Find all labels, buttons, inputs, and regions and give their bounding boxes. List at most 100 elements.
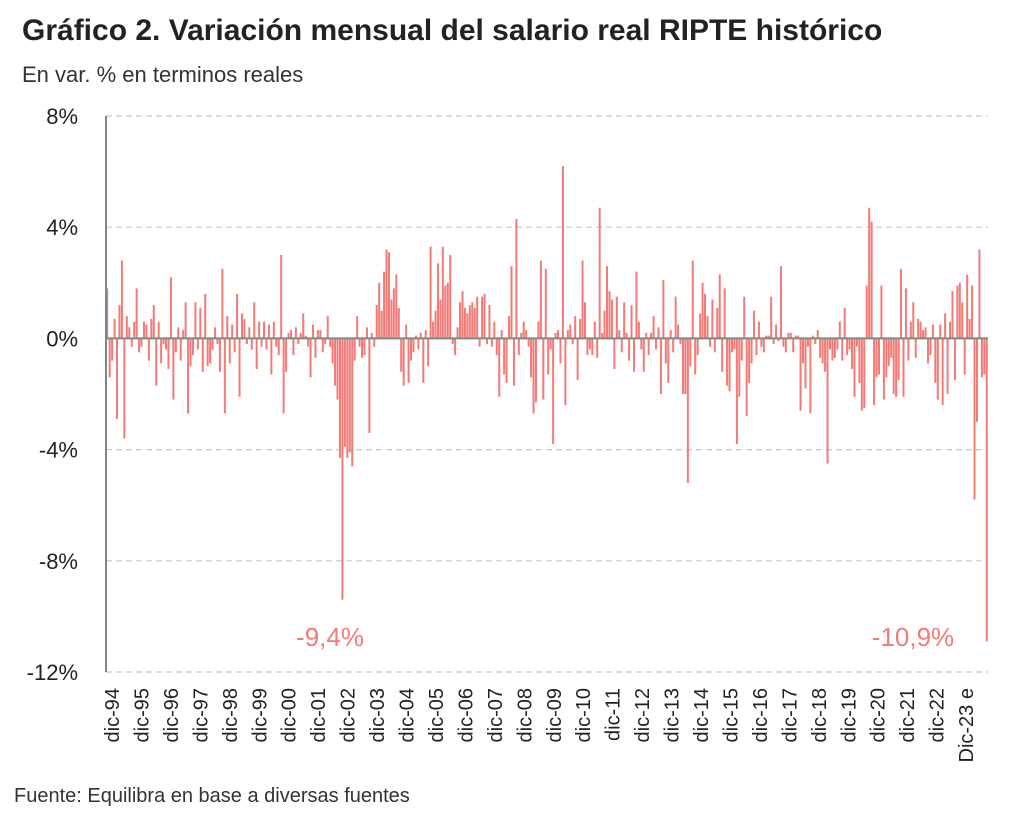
bar (623, 302, 626, 339)
bar (307, 338, 310, 347)
chart-title: Gráfico 2. Variación mensual del salario… (22, 14, 883, 47)
bar (674, 296, 677, 339)
bar (160, 338, 163, 364)
x-tick-label: dic-22 (927, 688, 949, 742)
bar (444, 285, 447, 339)
bar (537, 321, 540, 339)
bar (417, 338, 420, 350)
bar (596, 338, 599, 358)
bar (760, 338, 763, 347)
bar (358, 338, 361, 347)
y-axis-ticks: 8% 4% 0% -4% -8% -12% (27, 104, 78, 685)
bar (412, 338, 415, 353)
bar (530, 338, 533, 378)
bar (711, 299, 714, 339)
bar (625, 332, 628, 339)
bar (157, 321, 160, 339)
bar (287, 332, 290, 339)
bar (510, 266, 513, 339)
bar (260, 338, 263, 347)
bar (162, 338, 165, 344)
bar (738, 338, 741, 397)
bar (441, 246, 444, 339)
bar (196, 338, 199, 350)
bar (106, 288, 109, 339)
bar (150, 318, 153, 339)
bar (912, 302, 915, 339)
bar (973, 338, 976, 500)
bar (177, 327, 180, 339)
bar (436, 263, 439, 339)
x-tick-label: dic-03 (367, 688, 389, 742)
bar (713, 338, 716, 353)
bar (547, 338, 550, 375)
bar (642, 338, 645, 372)
bar (949, 321, 952, 339)
bar (721, 338, 724, 372)
bar (848, 338, 851, 350)
bar (373, 338, 376, 347)
bar (476, 296, 479, 339)
bar (838, 321, 841, 339)
bar (939, 324, 942, 339)
bar (843, 307, 846, 339)
bar (750, 338, 753, 364)
bar (708, 338, 711, 347)
bar (459, 302, 462, 339)
bar (797, 335, 800, 339)
bar (211, 338, 214, 350)
bar (380, 310, 383, 339)
bar (402, 338, 405, 386)
bar (686, 338, 689, 483)
bar (669, 330, 672, 339)
y-tick-label: -8% (39, 549, 78, 574)
bar (613, 338, 616, 369)
bar (554, 332, 557, 339)
bar (706, 316, 709, 339)
bar (637, 321, 640, 339)
x-tick-label: dic-94 (102, 688, 124, 742)
bar (880, 285, 883, 339)
bar (640, 338, 643, 350)
bar (696, 338, 699, 356)
bar (953, 338, 956, 381)
bar (917, 318, 920, 339)
bar (133, 321, 136, 339)
bar (216, 338, 219, 344)
bar (206, 338, 209, 367)
bar (647, 338, 650, 356)
bar (240, 313, 243, 339)
bar (370, 332, 373, 339)
bar (733, 338, 736, 350)
bar (488, 305, 491, 339)
bar (961, 302, 964, 339)
bar (365, 327, 368, 339)
bar (505, 338, 508, 383)
bar (495, 338, 498, 356)
bar (378, 282, 381, 339)
bar (650, 332, 653, 339)
bar (735, 338, 738, 445)
bar (743, 296, 746, 339)
bar (191, 338, 194, 356)
bar (172, 338, 175, 400)
bar (147, 338, 150, 361)
bar (679, 338, 682, 344)
bar (485, 338, 488, 344)
bar (833, 338, 836, 358)
bar (958, 282, 961, 339)
bar (770, 296, 773, 339)
bar (677, 324, 680, 339)
x-tick-label: dic-98 (220, 688, 242, 742)
bar (277, 338, 280, 356)
x-tick-label: dic-04 (397, 688, 419, 742)
x-tick-label: dic-00 (279, 688, 301, 742)
bar (503, 338, 506, 375)
bar (794, 335, 797, 339)
bar (691, 260, 694, 339)
bar (860, 338, 863, 411)
bar (588, 338, 591, 350)
bar (608, 291, 611, 339)
bar (821, 338, 824, 364)
bar (253, 302, 256, 339)
